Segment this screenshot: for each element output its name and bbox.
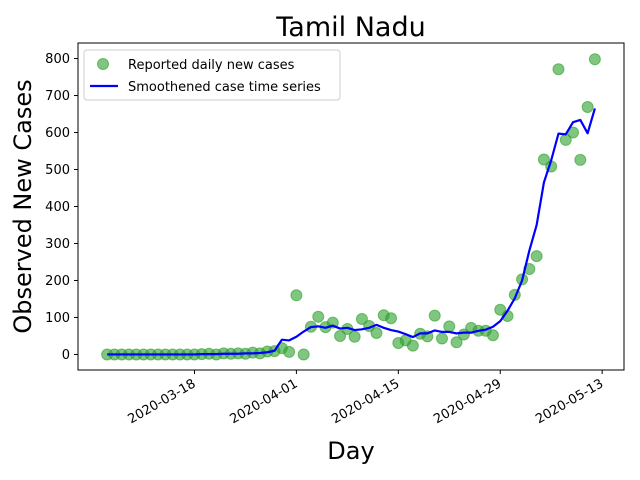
y-tick-label: 700: [45, 89, 70, 104]
scatter-point: [283, 345, 296, 358]
y-tick-label: 400: [45, 200, 70, 215]
scatter-point: [574, 153, 587, 166]
scatter-point: [581, 100, 594, 113]
scatter-point: [486, 329, 499, 342]
scatter-point: [348, 330, 361, 343]
scatter-point: [355, 312, 368, 325]
y-tick-label: 200: [45, 274, 70, 289]
scatter-point: [530, 250, 543, 263]
scatter-point: [385, 312, 398, 325]
scatter-point: [312, 310, 325, 323]
legend-scatter-marker: [97, 58, 109, 70]
y-tick-label: 500: [45, 163, 70, 178]
scatter-point: [450, 336, 463, 349]
y-tick-label: 600: [45, 126, 70, 141]
y-tick-label: 800: [45, 52, 70, 67]
y-tick-label: 300: [45, 237, 70, 252]
legend-label-smoothened: Smoothened case time series: [128, 80, 321, 95]
plot-area: [101, 53, 601, 361]
scatter-point: [428, 309, 441, 322]
x-axis-label: Day: [327, 437, 374, 465]
legend: Reported daily new cases Smoothened case…: [83, 49, 341, 101]
scatter-point: [290, 289, 303, 302]
scatter-point: [443, 320, 456, 333]
chart-title: Tamil Nadu: [275, 12, 425, 43]
legend-label-reported: Reported daily new cases: [128, 58, 295, 73]
scatter-point: [297, 348, 310, 361]
scatter-point: [552, 63, 565, 76]
scatter-point: [334, 329, 347, 342]
scatter-point: [588, 53, 601, 66]
scatter-point: [370, 327, 383, 340]
y-tick-label: 100: [45, 311, 70, 326]
scatter-point: [406, 339, 419, 352]
scatter-point: [537, 153, 550, 166]
y-tick-label: 0: [62, 348, 70, 363]
scatter-point: [436, 332, 448, 345]
y-axis-label: Observed New Cases: [9, 79, 37, 333]
legend-box: [83, 49, 341, 101]
smoothed-line: [107, 108, 596, 356]
